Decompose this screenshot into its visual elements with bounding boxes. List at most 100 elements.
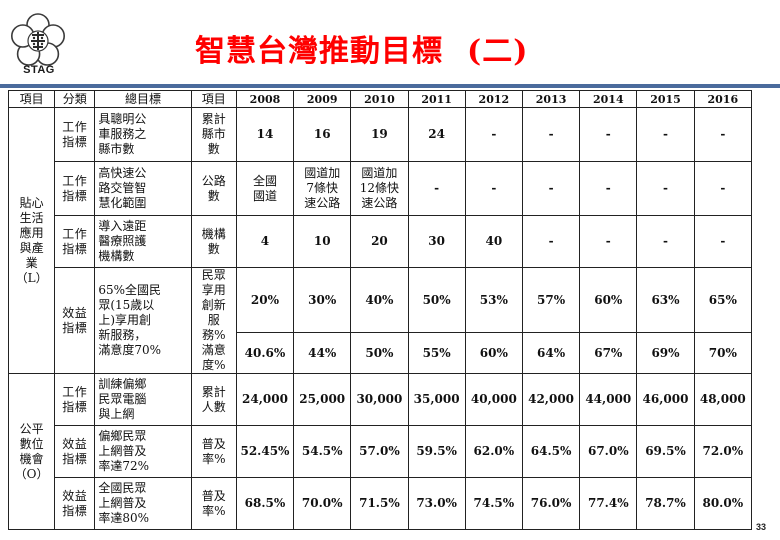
value-cell: 74.5%: [464, 477, 523, 530]
value-cell: 48,000: [693, 373, 753, 426]
value-cell: -: [521, 215, 581, 268]
table-row: 貼心 生活 應用 與產 業 （L） 工作 指標 具聰明公 車服務之 縣市數 累計…: [7, 107, 753, 374]
header-year: 2014: [579, 90, 638, 108]
row-goal: 偏鄉民眾 上網普及 率達72%: [94, 425, 192, 478]
value-cell: 65%: [693, 266, 753, 334]
value-cell: 35,000: [407, 373, 466, 426]
table-row: 公平 數位 機會 （O） 工作 指標 訓練偏鄉 民眾電腦 與上網 累計 人數 2…: [7, 373, 753, 530]
value-cell: -: [579, 215, 638, 268]
value-cell: 國道加 12條快 速公路: [350, 161, 409, 216]
slide-header: STAG 智慧台灣推動目標 (二): [0, 0, 780, 84]
table-row: 效益 指標 65%全國民 眾(15歲以 上)享用創 新服務， 滿意度70% 民眾…: [9, 266, 753, 374]
value-cell: 30,000: [350, 373, 409, 426]
row-goal: 高快速公 路交管智 慧化範圍: [94, 161, 192, 216]
header-item: 項目: [7, 90, 56, 108]
row-goal: 訓練偏鄉 民眾電腦 與上網: [94, 373, 192, 426]
value-cell: -: [636, 215, 695, 268]
value-cell: -: [693, 215, 753, 268]
value-cell: 4: [235, 215, 295, 268]
value-cell: 64%: [521, 332, 581, 374]
row-unit: 民眾 享用 創新 服 務% 滿意 度%: [190, 267, 237, 374]
value-cell: 69%: [636, 332, 695, 374]
header-year: 2013: [521, 90, 581, 108]
value-cell: 24,000: [235, 373, 295, 426]
page-title: 智慧台灣推動目標 (二): [195, 26, 615, 70]
value-cell: 44%: [293, 332, 352, 374]
value-cell: 67%: [579, 332, 638, 374]
value-cell: 72.0%: [693, 425, 753, 478]
value-cell: 20: [350, 215, 409, 268]
row-category: 效益 指標: [54, 477, 96, 530]
row-unit: 普及 率%: [190, 477, 237, 530]
page-number: 33: [755, 522, 766, 532]
header-unit: 項目: [190, 90, 237, 108]
row-goal: 全國民眾 上網普及 率達80%: [94, 477, 192, 530]
row-unit: 公路 數: [190, 161, 237, 216]
title-main: 智慧台灣推動目標: [195, 34, 443, 69]
value-cell: 40: [464, 215, 523, 268]
value-cell: 53%: [464, 266, 523, 334]
value-cell: -: [636, 107, 695, 162]
row-goal: 65%全國民 眾(15歲以 上)享用創 新服務， 滿意度70%: [94, 267, 192, 374]
row-category: 工作 指標: [54, 161, 96, 216]
value-cell: 50%: [407, 266, 466, 334]
value-cell: -: [407, 161, 466, 216]
row-unit: 累計 縣市 數: [190, 107, 237, 162]
table-row: 工作 指標 高快速公 路交管智 慧化範圍 公路 數 全國 國道 國道加 7條快 …: [9, 161, 753, 216]
value-cell: 59.5%: [407, 425, 466, 478]
value-cell: 30: [407, 215, 466, 268]
value-cell: 67.0%: [579, 425, 638, 478]
value-cell: 42,000: [521, 373, 581, 426]
header-goal: 總目標: [94, 90, 192, 108]
value-cell: -: [636, 161, 695, 216]
header-divider: [0, 84, 780, 88]
value-cell: 73.0%: [407, 477, 466, 530]
value-cell: 國道加 7條快 速公路: [293, 161, 352, 216]
row-category: 工作 指標: [54, 373, 96, 426]
goals-table: 項目 分類 總目標 項目 2008 2009 2010 2011 2012 20…: [7, 90, 753, 530]
value-cell: 55%: [407, 332, 466, 374]
value-cell: 76.0%: [521, 477, 581, 530]
value-cell: 57%: [521, 266, 581, 334]
table-row: 工作 指標 導入遠距 醫療照護 機構數 機構 數 4 10 20 30 40 -…: [9, 215, 753, 268]
row-unit: 累計 人數: [190, 373, 237, 426]
value-cell: 62.0%: [464, 425, 523, 478]
section-label-life: 貼心 生活 應用 與產 業 （L）: [7, 107, 56, 374]
value-cell: 16: [293, 107, 352, 162]
value-cell: 全國 國道: [235, 161, 295, 216]
value-cell: 54.5%: [293, 425, 352, 478]
value-cell: 70%: [693, 332, 753, 374]
logo-text: STAG: [23, 64, 55, 76]
value-cell: -: [464, 161, 523, 216]
value-cell: 52.45%: [235, 425, 295, 478]
value-cell: 50%: [350, 332, 409, 374]
section-label-digital: 公平 數位 機會 （O）: [7, 373, 56, 530]
value-cell: -: [693, 161, 753, 216]
value-cell: 10: [293, 215, 352, 268]
value-cell: -: [464, 107, 523, 162]
row-category: 工作 指標: [54, 215, 96, 268]
value-cell: 63%: [636, 266, 695, 334]
row-goal: 具聰明公 車服務之 縣市數: [94, 107, 192, 162]
header-year: 2015: [636, 90, 695, 108]
header-year: 2011: [407, 90, 466, 108]
value-cell: 71.5%: [350, 477, 409, 530]
value-cell: 78.7%: [636, 477, 695, 530]
title-sub: (二): [467, 34, 529, 69]
row-goal: 導入遠距 醫療照護 機構數: [94, 215, 192, 268]
row-category: 工作 指標: [54, 107, 96, 162]
value-cell: 20%: [235, 266, 295, 334]
row-unit: 機構 數: [190, 215, 237, 268]
value-cell: -: [521, 161, 581, 216]
value-cell: 44,000: [579, 373, 638, 426]
row-category: 效益 指標: [54, 425, 96, 478]
value-cell: 14: [235, 107, 295, 162]
table-row: 效益 指標 偏鄉民眾 上網普及 率達72% 普及 率% 52.45% 54.5%…: [9, 425, 753, 478]
header-category: 分類: [54, 90, 96, 108]
value-cell: 77.4%: [579, 477, 638, 530]
value-cell: 70.0%: [293, 477, 352, 530]
header-year: 2010: [350, 90, 409, 108]
value-cell: 80.0%: [693, 477, 753, 530]
header-year: 2009: [293, 90, 352, 108]
value-cell: 40.6%: [235, 332, 295, 374]
